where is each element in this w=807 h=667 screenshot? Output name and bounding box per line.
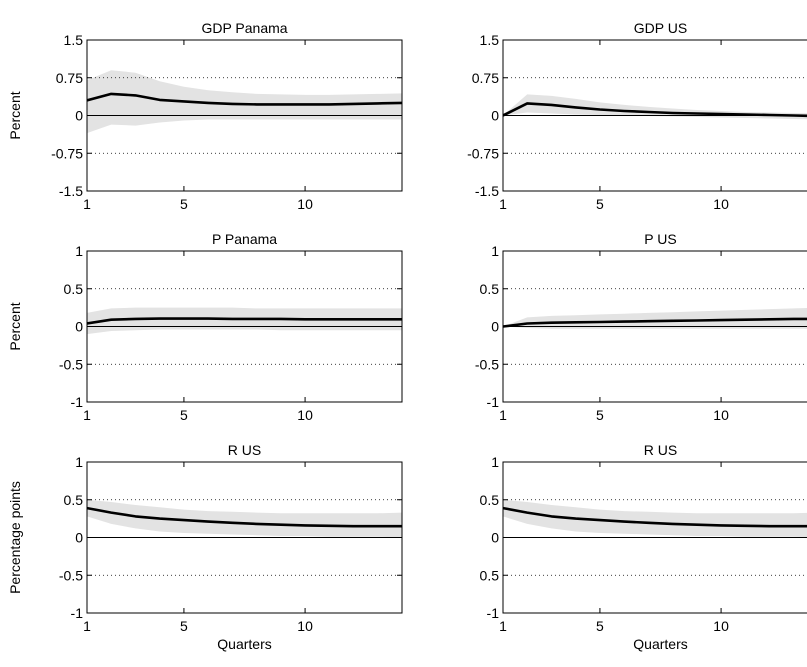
median-response-line — [87, 92, 402, 106]
y-axis-label: Percent — [7, 91, 23, 139]
x-tick-label: 1 — [83, 407, 91, 423]
panel-6-plot-area — [503, 499, 807, 576]
median-response-line — [87, 506, 402, 528]
x-tick-label: 1 — [499, 196, 507, 212]
y-tick-label: 1.5 — [64, 32, 84, 48]
y-tick-label: -1 — [487, 605, 500, 621]
y-tick-label: -1 — [71, 605, 84, 621]
confidence-band — [87, 499, 402, 538]
panel-title: P US — [644, 231, 676, 247]
x-tick-label: 1 — [83, 196, 91, 212]
x-axis-label: Quarters — [217, 636, 271, 652]
panel-title: P Panama — [212, 231, 277, 247]
y-tick-label: 0.5 — [480, 492, 500, 508]
y-tick-label: 0 — [75, 319, 83, 335]
x-axis-label: Quarters — [633, 636, 687, 652]
panel-1: 1.5 0.75 0 -0.75 -1.51 5 10 GDP Panama Percent — [7, 20, 403, 212]
y-tick-label: -0.75 — [467, 145, 499, 161]
y-axis-label: Percent — [7, 302, 23, 350]
median-response-line — [87, 317, 402, 325]
y-tick-label: 0.5 — [64, 281, 84, 297]
confidence-band — [87, 307, 402, 335]
x-tick-label: 10 — [713, 407, 729, 423]
y-tick-label: 0.75 — [56, 70, 83, 86]
y-tick-label: -1 — [71, 394, 84, 410]
panel-title: GDP US — [634, 20, 687, 36]
y-tick-label: 1.5 — [480, 32, 500, 48]
panel-1-plot-area — [87, 70, 402, 154]
y-tick-label: -1 — [487, 394, 500, 410]
x-tick-label: 5 — [180, 618, 188, 634]
panel-title: R US — [644, 442, 677, 458]
y-tick-label: 0 — [491, 319, 499, 335]
confidence-band — [503, 499, 807, 538]
panel-title: R US — [228, 442, 261, 458]
y-tick-label: 0 — [75, 530, 83, 546]
x-tick-label: 5 — [596, 618, 604, 634]
panel-5-plot-area — [87, 499, 402, 576]
y-tick-label: 0 — [491, 530, 499, 546]
confidence-band — [503, 307, 807, 329]
panel-2: 1.5 0.75 0 -0.75 -1.51 5 10 GDP US — [467, 20, 807, 212]
x-tick-label: 10 — [297, 196, 313, 212]
median-response-line — [503, 102, 807, 118]
x-tick-label: 1 — [499, 618, 507, 634]
y-tick-label: 0.5 — [480, 567, 500, 583]
median-response-line — [503, 506, 807, 528]
y-tick-label: 1 — [491, 454, 499, 470]
y-tick-label: -0.5 — [59, 567, 83, 583]
panel-4: 10.50-0.5-11 5 10P US — [475, 231, 807, 423]
y-tick-label: -0.5 — [475, 356, 499, 372]
y-tick-label: -1.5 — [475, 183, 499, 199]
x-tick-label: 10 — [297, 618, 313, 634]
x-tick-label: 10 — [297, 407, 313, 423]
x-tick-label: 1 — [83, 618, 91, 634]
y-tick-label: -0.5 — [59, 356, 83, 372]
x-tick-label: 5 — [180, 196, 188, 212]
x-tick-label: 1 — [499, 407, 507, 423]
confidence-band — [87, 70, 402, 134]
y-tick-label: 0.5 — [64, 492, 84, 508]
panel-4-plot-area — [503, 288, 807, 365]
y-tick-label: 0 — [491, 108, 499, 124]
y-tick-label: 1 — [75, 454, 83, 470]
y-tick-label: 0.5 — [480, 281, 500, 297]
y-tick-label: -1.5 — [59, 183, 83, 199]
median-response-line — [503, 317, 807, 328]
x-tick-label: 10 — [713, 618, 729, 634]
panel-title: GDP Panama — [201, 20, 287, 36]
x-tick-label: 5 — [596, 196, 604, 212]
panel-2-plot-area — [503, 77, 807, 154]
y-tick-label: 0 — [75, 108, 83, 124]
y-axis-label: Percentage points — [7, 481, 23, 594]
x-tick-label: 5 — [180, 407, 188, 423]
y-tick-label: -0.75 — [51, 145, 83, 161]
y-tick-label: 1 — [75, 243, 83, 259]
x-tick-label: 10 — [713, 196, 729, 212]
y-tick-label: 1 — [491, 243, 499, 259]
y-tick-label: 0.75 — [472, 70, 499, 86]
x-tick-label: 5 — [596, 407, 604, 423]
panel-3-plot-area — [87, 288, 402, 365]
